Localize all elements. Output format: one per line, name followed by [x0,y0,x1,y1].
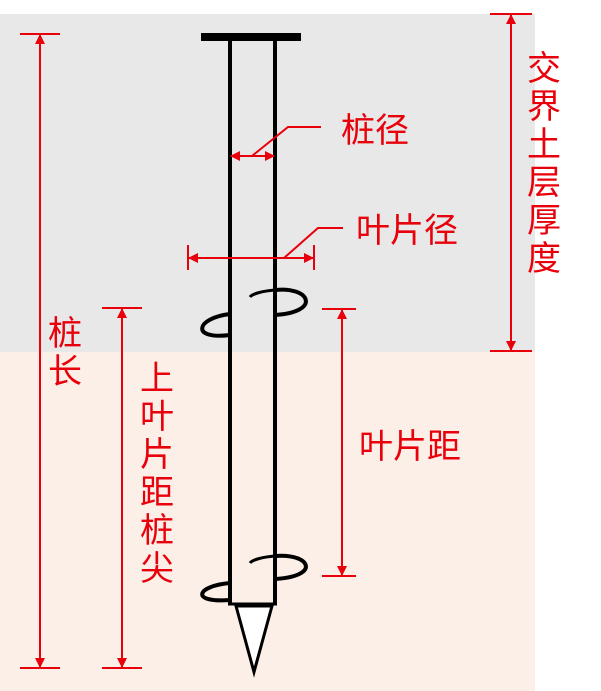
pile-diameter-dimension [230,126,321,161]
lower-soil-layer [0,352,535,691]
upper-blade-to-tip-label: 上叶片距桩尖 [140,359,174,589]
pile-tip [234,604,274,678]
upper-soil-layer [0,14,535,352]
upper-blade-to-tip-dimension [102,307,142,669]
blade-spacing-label: 叶片距 [359,427,461,467]
pile [201,33,301,678]
upper-helix-blade [200,287,308,338]
interface-thickness-label: 交界土层厚度 [527,49,561,279]
pile-length-dimension [20,33,60,669]
lower-helix-blade [200,553,308,603]
blade-diameter-label: 叶片径 [356,211,458,251]
pile-diameter-label: 桩径 [341,111,409,151]
interface-thickness-dimension [490,13,532,352]
pile-length-label: 桩长 [48,314,82,392]
blade-spacing-dimension [322,308,356,577]
blade-diameter-dimension [187,227,343,270]
pile-cap [201,33,301,41]
